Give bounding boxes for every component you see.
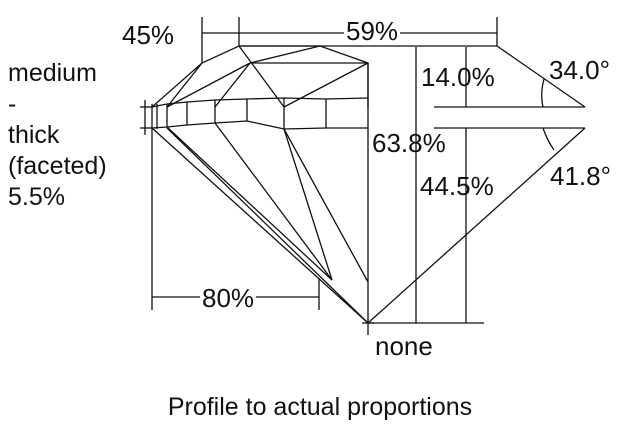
girdle-line: (faceted)	[8, 152, 107, 180]
crown-angle-arc	[541, 78, 545, 108]
girdle-label: medium - thick (faceted) 5.5%	[8, 58, 107, 213]
crown-height-label: 14.0%	[421, 62, 495, 92]
lower-half-label: 80%	[200, 283, 257, 313]
pavilion-angle-arc	[542, 127, 555, 151]
pavilion-depth-label: 44.5%	[420, 171, 494, 201]
crown-facets	[166, 45, 369, 108]
girdle-line: thick	[8, 121, 60, 149]
girdle-line: -	[8, 90, 17, 118]
crown-angle-label: 34.0°	[549, 55, 611, 85]
crown-width-label: 45%	[122, 20, 175, 50]
girdle	[140, 97, 369, 135]
table-label: 59%	[344, 16, 401, 46]
caption: Profile to actual proportions	[167, 393, 473, 421]
pavilion	[151, 63, 374, 335]
girdle-line: medium	[8, 59, 97, 87]
total-depth-label: 63.8%	[372, 128, 446, 158]
pavilion-angle-label: 41.8°	[550, 161, 612, 191]
culet-label: none	[375, 331, 433, 361]
girdle-line: 5.5%	[8, 183, 65, 211]
right-profile	[367, 45, 586, 324]
